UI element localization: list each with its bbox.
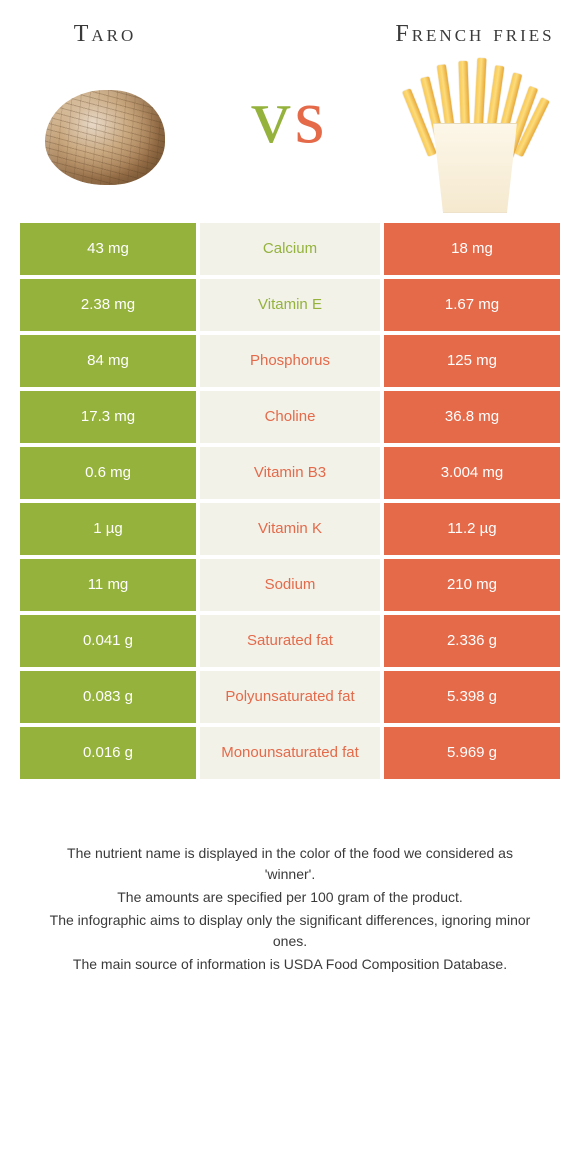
table-row: 43 mgCalcium18 mg: [20, 223, 560, 279]
right-food-title: French fries: [390, 20, 560, 49]
left-value-cell: 2.38 mg: [20, 279, 200, 331]
nutrient-name-cell: Calcium: [200, 223, 380, 275]
nutrient-name-cell: Sodium: [200, 559, 380, 611]
fries-image: [400, 63, 550, 213]
right-value-cell: 1.67 mg: [380, 279, 560, 331]
nutrient-name-cell: Vitamin K: [200, 503, 380, 555]
table-row: 84 mgPhosphorus125 mg: [20, 335, 560, 391]
table-row: 0.016 gMonounsaturated fat5.969 g: [20, 727, 560, 783]
left-value-cell: 17.3 mg: [20, 391, 200, 443]
nutrient-name-cell: Vitamin E: [200, 279, 380, 331]
left-value-cell: 11 mg: [20, 559, 200, 611]
left-value-cell: 0.083 g: [20, 671, 200, 723]
nutrient-name-cell: Polyunsaturated fat: [200, 671, 380, 723]
table-row: 0.083 gPolyunsaturated fat5.398 g: [20, 671, 560, 727]
vs-label: vs: [251, 71, 328, 161]
right-value-cell: 5.398 g: [380, 671, 560, 723]
left-food-column: Taro: [20, 20, 190, 213]
right-value-cell: 210 mg: [380, 559, 560, 611]
nutrient-name-cell: Phosphorus: [200, 335, 380, 387]
nutrient-name-cell: Saturated fat: [200, 615, 380, 667]
left-value-cell: 0.6 mg: [20, 447, 200, 499]
footer-notes: The nutrient name is displayed in the co…: [20, 843, 560, 975]
left-value-cell: 84 mg: [20, 335, 200, 387]
footer-line: The nutrient name is displayed in the co…: [40, 843, 540, 885]
right-value-cell: 2.336 g: [380, 615, 560, 667]
nutrient-name-cell: Vitamin B3: [200, 447, 380, 499]
table-row: 1 µgVitamin K11.2 µg: [20, 503, 560, 559]
footer-line: The amounts are specified per 100 gram o…: [40, 887, 540, 908]
table-row: 0.041 gSaturated fat2.336 g: [20, 615, 560, 671]
nutrient-table: 43 mgCalcium18 mg2.38 mgVitamin E1.67 mg…: [20, 223, 560, 783]
right-value-cell: 11.2 µg: [380, 503, 560, 555]
right-food-column: French fries: [390, 20, 560, 213]
table-row: 17.3 mgCholine36.8 mg: [20, 391, 560, 447]
taro-image: [30, 63, 180, 213]
left-food-title: Taro: [20, 20, 190, 49]
nutrient-name-cell: Choline: [200, 391, 380, 443]
comparison-header: Taro vs French fries: [20, 20, 560, 213]
left-value-cell: 43 mg: [20, 223, 200, 275]
fries-icon: [410, 63, 540, 213]
right-value-cell: 36.8 mg: [380, 391, 560, 443]
right-value-cell: 3.004 mg: [380, 447, 560, 499]
fries-bag-icon: [425, 123, 525, 213]
nutrient-name-cell: Monounsaturated fat: [200, 727, 380, 779]
footer-line: The main source of information is USDA F…: [40, 954, 540, 975]
taro-icon: [45, 90, 165, 185]
table-row: 11 mgSodium210 mg: [20, 559, 560, 615]
right-value-cell: 125 mg: [380, 335, 560, 387]
left-value-cell: 0.041 g: [20, 615, 200, 667]
right-value-cell: 5.969 g: [380, 727, 560, 779]
table-row: 0.6 mgVitamin B33.004 mg: [20, 447, 560, 503]
left-value-cell: 0.016 g: [20, 727, 200, 779]
table-row: 2.38 mgVitamin E1.67 mg: [20, 279, 560, 335]
right-value-cell: 18 mg: [380, 223, 560, 275]
left-value-cell: 1 µg: [20, 503, 200, 555]
footer-line: The infographic aims to display only the…: [40, 910, 540, 952]
